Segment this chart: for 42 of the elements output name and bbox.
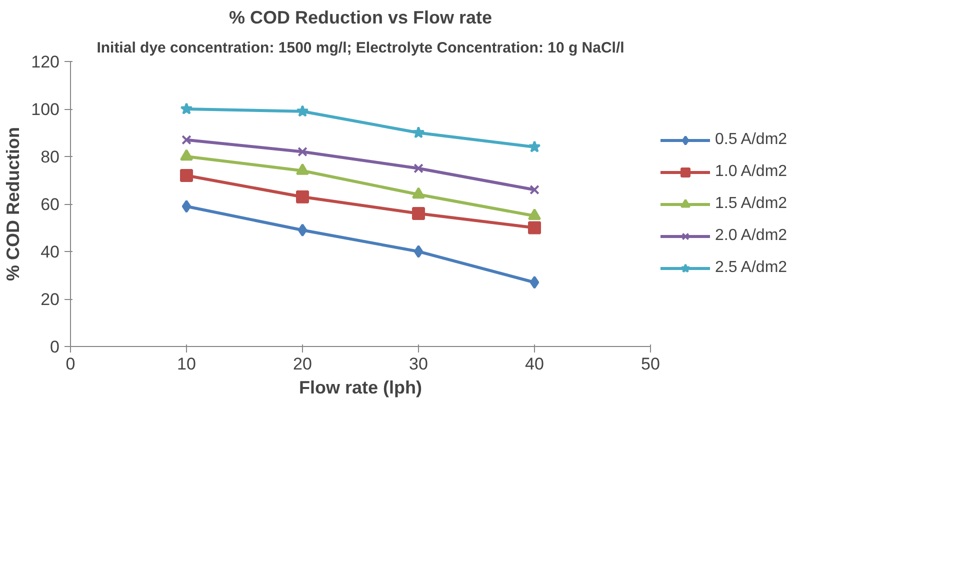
point	[530, 276, 540, 289]
point	[182, 200, 192, 213]
legend-label: 0.5 A/dm2	[715, 130, 788, 148]
point	[180, 102, 193, 114]
point	[530, 184, 540, 195]
legend-label: 2.0 A/dm2	[715, 226, 788, 244]
point	[296, 190, 309, 204]
point	[182, 134, 192, 145]
legend-label: 1.0 A/dm2	[715, 162, 788, 180]
y-tick-label: 0	[50, 338, 60, 356]
point	[296, 163, 309, 175]
x-tick-label: 10	[177, 354, 196, 374]
y-tick-label: 120	[31, 52, 60, 72]
x-tick-label: 40	[525, 354, 544, 374]
point	[412, 126, 425, 138]
x-tick-label: 50	[641, 354, 660, 374]
point	[180, 149, 193, 161]
x-tick-label: 20	[293, 354, 312, 374]
y-tick-label: 20	[40, 290, 60, 309]
point	[412, 187, 425, 199]
legend-label: 1.5 A/dm2	[715, 194, 788, 212]
y-tick-label: 40	[40, 242, 60, 262]
legend-label: 2.5 A/dm2	[715, 258, 788, 276]
point	[298, 224, 308, 237]
chart-title: % COD Reduction vs Flow rate	[228, 8, 492, 28]
point	[296, 104, 309, 117]
point	[414, 163, 424, 174]
x-axis-title: Flow rate (lph)	[299, 378, 422, 398]
y-axis-title: % COD Reduction	[3, 126, 24, 281]
y-tick-label: 80	[40, 148, 60, 166]
chart-subtitle: Initial dye concentration: 1500 mg/l; Electrolyte Concentration: 10 g NaCl/l	[96, 40, 624, 56]
point	[528, 221, 541, 234]
point	[180, 169, 193, 182]
point	[528, 140, 541, 152]
point	[298, 146, 308, 157]
x-tick-label: 0	[66, 354, 76, 374]
y-tick-label: 60	[40, 195, 60, 214]
point	[412, 207, 425, 220]
x-tick-label: 30	[409, 354, 428, 374]
y-tick-label: 100	[31, 100, 60, 119]
point	[414, 245, 424, 258]
point	[528, 208, 541, 220]
